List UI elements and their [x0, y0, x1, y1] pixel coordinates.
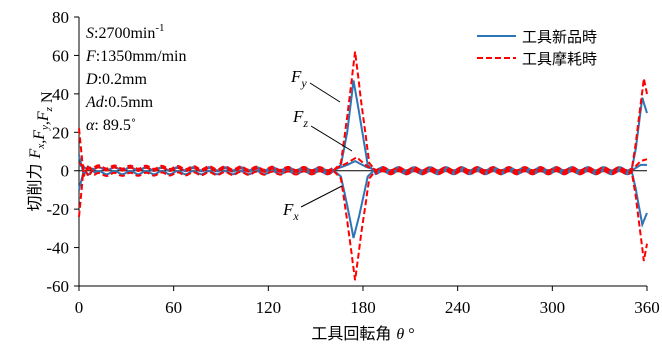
- condition-superscript: -1: [155, 22, 164, 34]
- condition-value: :0.5mm: [104, 94, 154, 111]
- y-label-unit: N: [39, 91, 56, 107]
- data-series: [78, 51, 648, 281]
- series-line-fz: [78, 156, 648, 174]
- series-new-tool: [78, 80, 648, 239]
- condition-value: :0.2mm: [98, 71, 148, 88]
- fx-leader-line: [300, 185, 343, 208]
- condition-line: S:2700min-1: [86, 22, 165, 42]
- y-label-text: 切削力 Fx,Fy,Fz N: [25, 91, 56, 212]
- tick-labels: -60 -40 -20 0 20 40 60 80 0 60 120 180 240 300 360: [46, 8, 659, 317]
- condition-value: :2700min: [94, 25, 155, 42]
- condition-line: Ad:0.5mm: [85, 94, 154, 111]
- x-axis-label: 工具回転角 θ °: [311, 324, 414, 343]
- y-tick-label: 0: [61, 162, 70, 181]
- y-label-subscript: x: [35, 144, 47, 150]
- condition-symbol: F: [85, 48, 96, 65]
- x-label-name: 工具回転角: [311, 324, 396, 343]
- fz-leader-line: [310, 125, 353, 152]
- x-tick-label: 360: [634, 298, 660, 317]
- condition-value: :1350mm/min: [96, 48, 187, 65]
- condition-symbol: Ad: [85, 94, 105, 111]
- x-tick-label: 300: [540, 298, 566, 317]
- x-tick-label: 0: [75, 298, 84, 317]
- x-label-symbol: θ: [396, 326, 404, 343]
- curve-label-fy: Fy: [290, 67, 307, 90]
- series-line-fx: [78, 163, 648, 281]
- y-axis-label: 切削力 Fx,Fy,Fz N: [25, 91, 56, 212]
- x-tick-label: 240: [445, 298, 471, 317]
- conditions-text: S:2700min-1 F:1350mm/min D:0.2mm Ad:0.5mm α:…: [85, 22, 186, 134]
- y-tick-label: 60: [52, 46, 69, 65]
- y-label-symbol: ,F: [31, 130, 48, 144]
- condition-line: F:1350mm/min: [85, 48, 186, 65]
- x-tick-label: 180: [350, 298, 376, 317]
- condition-value: : 89.5˚: [94, 117, 136, 134]
- condition-symbol: α: [86, 117, 95, 134]
- y-label-symbol: ,F: [35, 111, 52, 125]
- series-line-fy: [78, 80, 648, 178]
- x-tick-label: 120: [256, 298, 282, 317]
- y-label-name: 切削力: [25, 158, 44, 211]
- curve-label-symbol: F: [290, 67, 302, 86]
- x-label-text: 工具回転角 θ °: [311, 324, 414, 343]
- condition-symbol: S: [86, 25, 94, 42]
- series-worn-tool: [78, 51, 648, 281]
- axes: [74, 16, 648, 291]
- y-tick-label: -20: [46, 200, 69, 219]
- condition-symbol: D: [85, 71, 98, 88]
- fy-leader-line: [309, 82, 341, 103]
- x-tick-label: 60: [165, 298, 182, 317]
- curve-label-fx: Fx: [282, 200, 299, 223]
- series-line-fy: [78, 51, 648, 178]
- y-label-subscript: z: [43, 106, 55, 112]
- y-tick-label: 80: [52, 8, 69, 27]
- condition-line: α: 89.5˚: [86, 117, 136, 134]
- curve-label-symbol: F: [282, 200, 294, 219]
- curve-label-subscript: z: [302, 116, 308, 130]
- y-tick-label: -60: [46, 277, 69, 296]
- curve-label-fz: Fz: [292, 107, 308, 130]
- y-tick-label: 20: [52, 123, 69, 142]
- y-tick-label: 40: [52, 85, 69, 104]
- condition-line: D:0.2mm: [85, 71, 147, 88]
- legend-label: 工具新品時: [522, 28, 597, 46]
- curve-label-subscript: x: [292, 209, 299, 223]
- x-label-unit: °: [404, 326, 414, 343]
- y-label-symbol: F: [27, 148, 44, 159]
- legend-label: 工具摩耗時: [522, 50, 597, 68]
- y-tick-label: -40: [46, 239, 69, 258]
- curve-label-symbol: F: [292, 107, 304, 126]
- curve-label-subscript: y: [300, 76, 307, 90]
- y-label-subscript: y: [39, 125, 51, 131]
